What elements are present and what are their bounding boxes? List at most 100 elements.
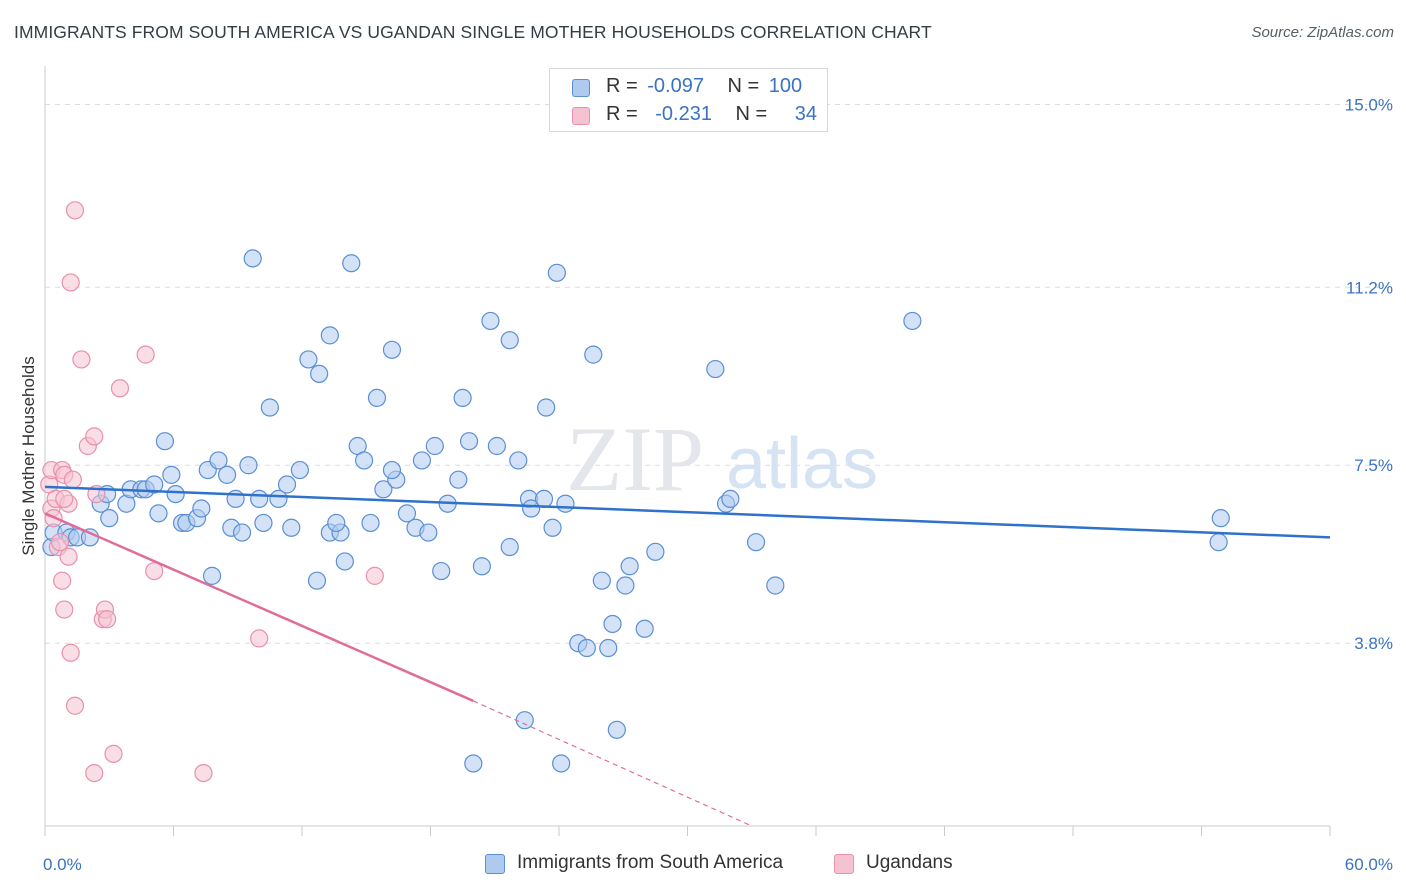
data-point-blue <box>166 485 185 504</box>
data-point-pink <box>55 489 74 509</box>
data-point-pink <box>110 379 130 398</box>
source-credit: Source: ZipAtlas.com <box>1251 24 1394 41</box>
data-point-blue <box>449 470 468 489</box>
legend-n-value: 34 <box>794 103 818 125</box>
data-point-blue <box>382 460 402 480</box>
data-point-blue <box>746 533 766 552</box>
data-point-blue <box>320 326 339 345</box>
data-point-blue <box>599 638 618 658</box>
data-point-blue <box>500 537 519 557</box>
data-point-blue <box>432 561 451 581</box>
data-point-blue <box>202 566 222 585</box>
data-point-blue <box>547 263 566 282</box>
data-point-blue <box>607 720 626 739</box>
data-point-blue <box>217 465 237 484</box>
data-point-blue <box>162 465 181 484</box>
data-point-blue <box>209 451 228 470</box>
watermark-zip: ZIP <box>566 408 704 510</box>
data-point-pink <box>72 350 91 369</box>
data-point-blue <box>1209 533 1228 552</box>
trend-line-pink-extension <box>473 700 752 827</box>
data-point-blue <box>464 754 483 773</box>
x-tick-label: 60.0% <box>1345 855 1393 874</box>
axes <box>44 66 1331 836</box>
x-tick-labels: 0.0% 60.0% <box>43 855 1393 874</box>
data-point-blue <box>250 489 269 509</box>
data-point-blue <box>355 451 374 470</box>
watermark: ZIP atlas <box>566 408 878 510</box>
legend-n-label: N = <box>735 103 768 125</box>
data-point-blue <box>459 432 479 451</box>
trend-line-blue <box>44 485 1331 539</box>
legend-swatch-pink <box>572 107 590 125</box>
data-point-pink <box>63 470 82 489</box>
legend-r-value: -0.231 <box>655 103 712 125</box>
data-point-blue <box>239 456 258 475</box>
data-point-pink <box>50 533 70 552</box>
legend-n-label: N = <box>727 75 760 97</box>
data-point-pink <box>65 201 85 220</box>
data-point-pink <box>61 643 80 662</box>
y-tick-label: 3.8% <box>1354 634 1393 653</box>
y-tick-label: 15.0% <box>1345 95 1393 114</box>
data-point-blue <box>412 451 432 470</box>
data-point-blue <box>584 345 603 364</box>
data-point-blue <box>500 331 519 350</box>
data-point-pink <box>65 696 85 715</box>
data-point-blue <box>342 254 361 273</box>
data-point-blue <box>556 494 575 513</box>
data-point-blue <box>243 249 262 268</box>
y-tick-label: 7.5% <box>1354 456 1393 475</box>
data-point-blue <box>592 571 611 590</box>
watermark-atlas: atlas <box>726 424 878 504</box>
data-point-blue <box>552 754 571 773</box>
data-point-blue <box>635 619 654 638</box>
data-point-pink <box>365 566 384 585</box>
gridlines <box>45 103 1395 644</box>
legend-n-value: 100 <box>768 75 803 97</box>
data-point-blue <box>577 638 596 658</box>
data-point-blue <box>277 475 297 494</box>
data-point-blue <box>335 552 354 571</box>
data-point-blue <box>310 364 329 383</box>
data-point-blue <box>382 340 402 359</box>
data-point-blue <box>299 350 318 369</box>
data-point-blue <box>367 388 387 407</box>
y-tick-labels: 3.8% 7.5% 11.2% 15.0% <box>1345 95 1393 653</box>
data-point-blue <box>307 571 327 590</box>
data-point-blue <box>232 523 252 542</box>
legend-swatch-blue <box>572 79 590 97</box>
data-point-blue <box>620 557 639 576</box>
data-point-blue <box>706 359 725 379</box>
chart-title: IMMIGRANTS FROM SOUTH AMERICA VS UGANDAN… <box>14 22 932 42</box>
data-point-pink <box>250 629 269 648</box>
data-point-blue <box>534 489 554 509</box>
data-point-pink <box>145 561 164 581</box>
data-point-blue <box>515 711 534 730</box>
series-ugandans <box>40 201 384 783</box>
data-point-pink <box>136 345 155 364</box>
trend-lines <box>44 485 1331 827</box>
data-point-blue <box>192 499 211 518</box>
legend-r-label: R = <box>606 103 638 125</box>
data-point-pink <box>55 600 74 619</box>
data-point-pink <box>59 547 78 566</box>
data-point-blue <box>1211 509 1230 528</box>
data-point-blue <box>260 398 279 417</box>
data-point-blue <box>646 542 665 561</box>
data-point-blue <box>149 504 168 523</box>
y-axis-label: Single Mother Households <box>19 356 38 555</box>
data-point-blue <box>327 513 346 533</box>
data-point-blue <box>254 513 273 533</box>
legend-r-value: -0.097 <box>647 75 704 97</box>
data-point-blue <box>481 311 500 331</box>
correlation-legend: R = -0.097 N = 100 R = -0.231 N = 34 <box>549 68 828 132</box>
data-point-blue <box>425 436 444 456</box>
data-point-pink <box>61 273 80 292</box>
data-point-blue <box>509 451 528 470</box>
data-point-blue <box>290 460 309 480</box>
data-point-blue <box>522 499 541 518</box>
bottom-legend-label-blue: Immigrants from South America <box>517 852 784 873</box>
data-point-blue <box>903 311 922 331</box>
